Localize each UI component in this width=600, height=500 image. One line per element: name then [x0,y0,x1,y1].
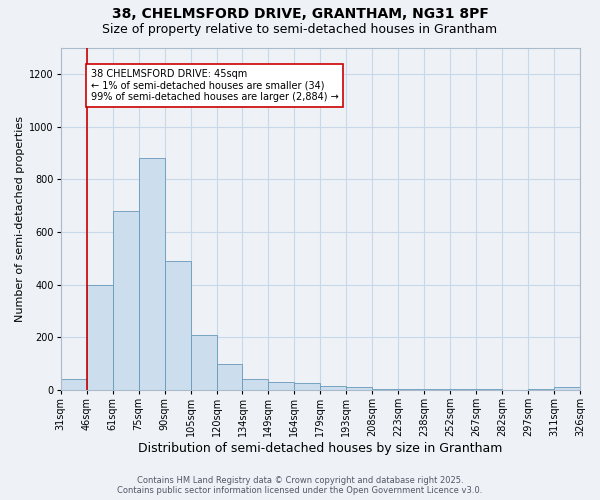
Bar [191,334,217,390]
Bar [554,388,580,390]
Bar [139,158,164,390]
Y-axis label: Number of semi-detached properties: Number of semi-detached properties [15,116,25,322]
Bar [320,386,346,390]
Bar [372,388,398,390]
Bar [164,261,191,390]
Bar [242,380,268,390]
Text: Size of property relative to semi-detached houses in Grantham: Size of property relative to semi-detach… [103,22,497,36]
Bar [398,388,424,390]
Text: 38, CHELMSFORD DRIVE, GRANTHAM, NG31 8PF: 38, CHELMSFORD DRIVE, GRANTHAM, NG31 8PF [112,8,488,22]
Bar [113,211,139,390]
Bar [61,380,86,390]
Bar [217,364,242,390]
Bar [424,389,450,390]
X-axis label: Distribution of semi-detached houses by size in Grantham: Distribution of semi-detached houses by … [138,442,503,455]
Bar [268,382,295,390]
Text: 38 CHELMSFORD DRIVE: 45sqm
← 1% of semi-detached houses are smaller (34)
99% of : 38 CHELMSFORD DRIVE: 45sqm ← 1% of semi-… [91,68,338,102]
Bar [346,388,372,390]
Bar [295,384,320,390]
Text: Contains HM Land Registry data © Crown copyright and database right 2025.
Contai: Contains HM Land Registry data © Crown c… [118,476,482,495]
Bar [86,284,113,390]
